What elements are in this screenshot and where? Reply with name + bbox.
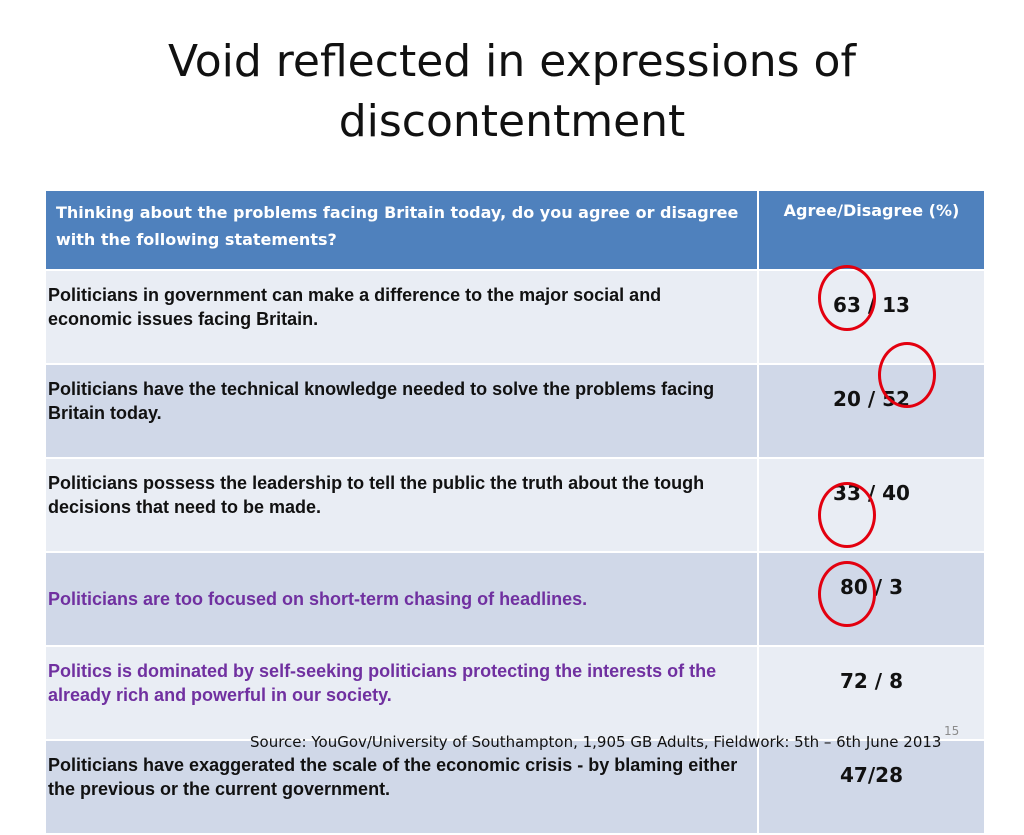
table-row: Politics is dominated by self-seeking po… (44, 645, 986, 741)
statement-cell: Politicians are too focused on short-ter… (44, 551, 759, 647)
value-header: Agree/Disagree (%) (757, 189, 986, 271)
slide-title: Void reflected in expressions of discont… (168, 36, 856, 147)
question-header: Thinking about the problems facing Brita… (44, 189, 759, 271)
highlight-circle-agree-row-1 (818, 265, 876, 331)
table-row: Politicians are too focused on short-ter… (44, 551, 986, 647)
statement-cell: Politicians possess the leadership to te… (44, 457, 759, 553)
source-note: Source: YouGov/University of Southampton… (250, 733, 942, 751)
value-cell: 47/28 (757, 739, 986, 835)
highlight-circle-agree-row-4 (818, 482, 876, 548)
statement-cell: Politics is dominated by self-seeking po… (44, 645, 759, 741)
page-number: 15 (944, 724, 960, 738)
highlight-circle-disagree-row-2 (878, 342, 936, 408)
table-header-row: Thinking about the problems facing Brita… (44, 189, 986, 271)
table-row: Politicians in government can make a dif… (44, 269, 986, 365)
table-row: Politicians possess the leadership to te… (44, 457, 986, 553)
highlight-circle-agree-row-5 (818, 561, 876, 627)
statement-cell: Politicians have the technical knowledge… (44, 363, 759, 459)
table-row: Politicians have exaggerated the scale o… (44, 739, 986, 835)
table-row: Politicians have the technical knowledge… (44, 363, 986, 459)
value-cell: 20 / 52 (757, 363, 986, 459)
statement-cell: Politicians in government can make a dif… (44, 269, 759, 365)
value-cell: 72 / 8 (757, 645, 986, 741)
statement-cell: Politicians have exaggerated the scale o… (44, 739, 759, 835)
